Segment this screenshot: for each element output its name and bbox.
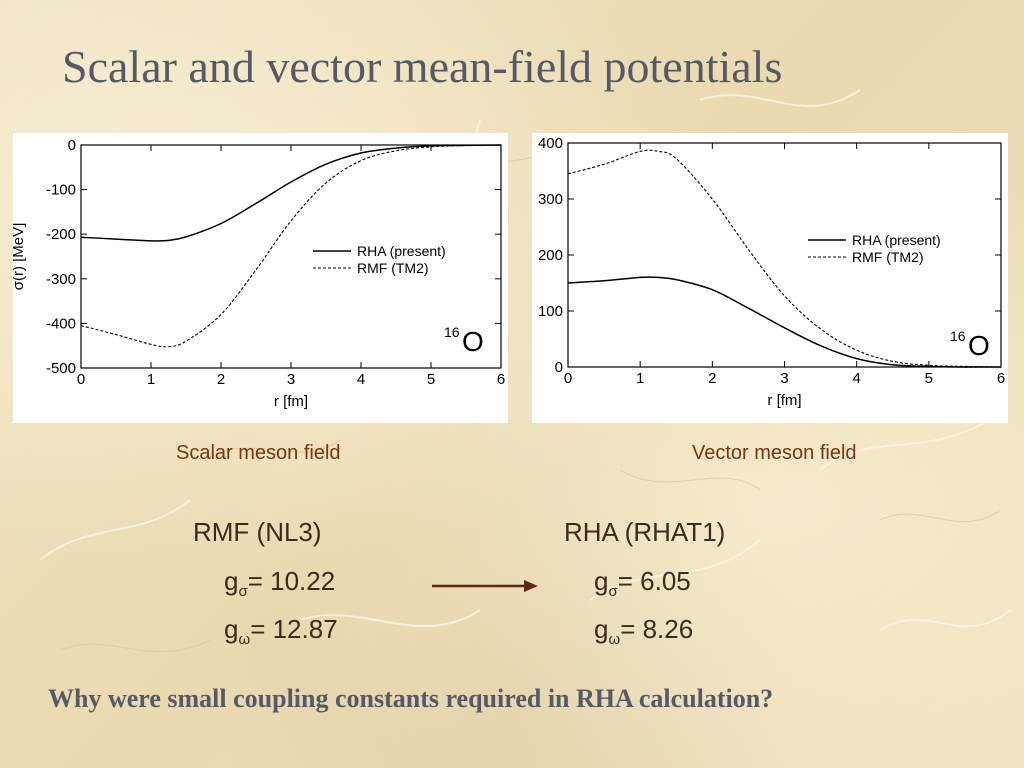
chart-1-x-tick-label: 4 xyxy=(852,370,860,387)
chart-0-x-tick-label: 1 xyxy=(147,371,155,388)
sigma-subscript: σ xyxy=(238,583,248,601)
chart-1-x-tick-label: 3 xyxy=(780,370,788,387)
chart-1-series-rha-line xyxy=(567,276,1002,368)
chart-1-y-tick-label: 100 xyxy=(538,303,563,320)
chart-0-y-tick-label: 0 xyxy=(68,137,76,154)
chart-0-x-tick-label: 2 xyxy=(217,371,225,388)
chart-0-legend-label: RHA (present) xyxy=(357,243,446,259)
chart-1-x-tick-label: 0 xyxy=(564,370,572,387)
chart-0-legend-label: RMF (TM2) xyxy=(357,260,429,276)
chart-1-y-tick-label: 300 xyxy=(538,191,563,208)
rmf-g-sigma-value: = 10.22 xyxy=(247,566,336,596)
chart-0-y-tick-label: -200 xyxy=(46,226,76,243)
chart-1-x-tick-label: 1 xyxy=(636,370,644,387)
chart-1-legend-label: RHA (present) xyxy=(852,232,941,248)
g-symbol: g xyxy=(594,566,609,596)
rha-g-sigma: gσ= 6.05 xyxy=(594,566,691,600)
chart-1-x-tick-label: 6 xyxy=(997,370,1005,387)
rha-heading: RHA (RHAT1) xyxy=(564,517,726,547)
right-arrow-icon xyxy=(432,580,538,592)
chart-0-element-symbol: O xyxy=(462,326,484,357)
chart-0-y-axis-label: σ(r) [MeV] xyxy=(13,223,27,291)
rmf-g-sigma: gσ= 10.22 xyxy=(224,566,335,600)
chart-0-mass-number: 16 xyxy=(444,324,460,340)
closing-question: Why were small coupling constants requir… xyxy=(48,684,774,713)
sigma-subscript: σ xyxy=(608,583,618,601)
rha-g-omega-value: = 8.26 xyxy=(620,614,694,644)
chart-1-x-tick-label: 5 xyxy=(925,370,933,387)
chart-0-y-tick-label: -400 xyxy=(46,315,76,332)
chart-0-y-tick-label: -100 xyxy=(46,182,76,199)
chart-1-nucleus-annotation: 16 O xyxy=(950,328,990,361)
chart-0-x-tick-label: 0 xyxy=(77,371,85,388)
vector-field-caption: Vector meson field xyxy=(692,442,857,464)
chart-1-y-tick-label: 200 xyxy=(538,247,563,264)
g-symbol: g xyxy=(224,614,239,644)
chart-0-series-rha-line xyxy=(80,144,502,242)
rha-g-sigma-value: = 6.05 xyxy=(617,566,691,596)
scalar-field-svg: 0 1 2 3 4 5 6 0 -100 -200 -300 -400 -500 r [fm] σ(r) [… xyxy=(13,137,505,410)
chart-0-y-tick-label: -500 xyxy=(46,360,76,377)
omega-subscript: ω xyxy=(238,631,251,649)
rha-g-omega: gω= 8.26 xyxy=(594,614,693,648)
chart-1-element-symbol: O xyxy=(968,330,990,361)
chart-0-x-tick-label: 6 xyxy=(497,371,505,388)
chart-0-x-tick-label: 4 xyxy=(357,371,365,388)
g-symbol: g xyxy=(224,566,239,596)
rmf-heading: RMF (NL3) xyxy=(193,517,322,547)
chart-1-series-rmf-line xyxy=(567,149,1002,368)
chart-0-x-tick-label: 3 xyxy=(287,371,295,388)
chart-1-plot-frame xyxy=(567,142,1002,368)
chart-1-y-tick-label: 0 xyxy=(555,359,563,376)
chart-1-mass-number: 16 xyxy=(950,328,966,344)
chart-1-y-tick-label: 400 xyxy=(538,135,563,152)
chart-0-series-rmf-line xyxy=(80,144,502,348)
rmf-g-omega: gω= 12.87 xyxy=(224,614,338,648)
omega-subscript: ω xyxy=(608,631,621,649)
g-symbol: g xyxy=(594,614,609,644)
chart-0-nucleus-annotation: 16 O xyxy=(444,324,484,357)
chart-1-x-tick-label: 2 xyxy=(708,370,716,387)
scalar-field-caption: Scalar meson field xyxy=(176,442,341,464)
vector-field-chart: 0 1 2 3 4 5 6 0 100 200 300 400 r [fm] RHA (present) R… xyxy=(532,133,1008,423)
chart-0-x-tick-label: 5 xyxy=(427,371,435,388)
scalar-field-chart: 0 1 2 3 4 5 6 0 -100 -200 -300 -400 -500 r [fm] σ(r) [… xyxy=(13,133,508,423)
chart-1-legend-label: RMF (TM2) xyxy=(852,249,924,265)
rmf-g-omega-value: = 12.87 xyxy=(250,614,338,644)
vector-field-svg: 0 1 2 3 4 5 6 0 100 200 300 400 r [fm] RHA (present)R… xyxy=(538,135,1005,409)
chart-1-x-axis-label: r [fm] xyxy=(767,392,801,409)
chart-0-y-tick-label: -300 xyxy=(46,271,76,288)
chart-0-x-axis-label: r [fm] xyxy=(274,393,308,410)
slide-title: Scalar and vector mean-field potentials xyxy=(62,41,783,92)
